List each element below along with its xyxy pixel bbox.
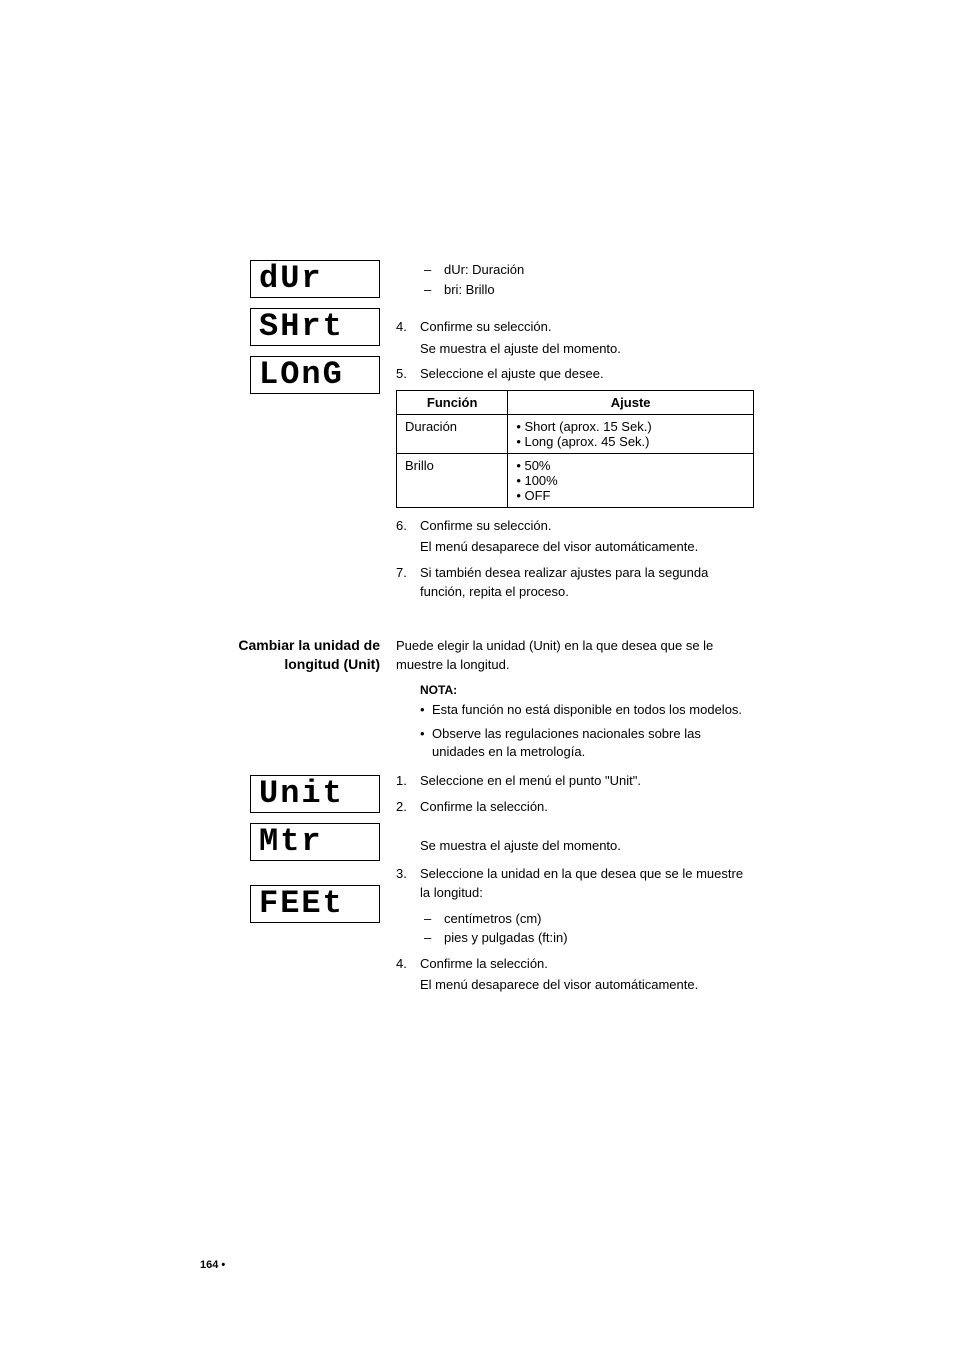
dash-list-units: centímetros (cm) pies y pulgadas (ft:in) [396,909,754,948]
step-4: 4. Confirme su selección. Se muestra el … [396,317,754,358]
display-box-dur: dUr [250,260,380,298]
th-ajuste: Ajuste [508,390,754,414]
function-table: Función Ajuste Duración • Short (aprox. … [396,390,754,508]
display-group-2: Unit Mtr FEEt [200,771,380,1001]
step-2: 2. Confirme la selección. [396,797,754,817]
td-ajuste: • Short (aprox. 15 Sek.) • Long (aprox. … [508,414,754,453]
nota-block: NOTA: Esta función no está disponible en… [396,683,754,762]
td-ajuste: • 50% • 100% • OFF [508,453,754,507]
steps-unit-2: 3. Seleccione la unidad en la que desea … [396,864,754,903]
step-5: 5. Seleccione el ajuste que desee. [396,364,754,384]
dash-item: centímetros (cm) [444,909,754,929]
steps-unit-3: 4. Confirme la selección. El menú desapa… [396,954,754,995]
section-heading-unit: Cambiar la unidad de longitud (Unit) [238,636,380,675]
steps-unit-1: 1. Seleccione en el menú el punto "Unit"… [396,771,754,816]
dash-item: pies y pulgadas (ft:in) [444,928,754,948]
step-1: 1. Seleccione en el menú el punto "Unit"… [396,771,754,791]
th-funcion: Función [397,390,508,414]
steps-top: 4. Confirme su selección. Se muestra el … [396,317,754,384]
display-group-1: dUr SHrt LOnG [200,260,380,608]
td-funcion: Duración [397,414,508,453]
step-7: 7. Si también desea realizar ajustes par… [396,563,754,602]
display-box-long: LOnG [250,356,380,394]
td-funcion: Brillo [397,453,508,507]
dash-item: bri: Brillo [444,280,754,300]
gap-text: Se muestra el ajuste del momento. [396,836,754,856]
page-number: 164 • [200,1259,225,1271]
steps-after-table: 6. Confirme su selección. El menú desapa… [396,516,754,602]
dash-list-1: dUr: Duración bri: Brillo [396,260,754,299]
nota-item: Observe las regulaciones nacionales sobr… [432,725,754,761]
display-box-mtr: Mtr [250,823,380,861]
step-3: 3. Seleccione la unidad en la que desea … [396,864,754,903]
table-row: Brillo • 50% • 100% • OFF [397,453,754,507]
step-4b: 4. Confirme la selección. El menú desapa… [396,954,754,995]
dash-item: dUr: Duración [444,260,754,280]
nota-item: Esta función no está disponible en todos… [432,701,754,719]
step-6: 6. Confirme su selección. El menú desapa… [396,516,754,557]
intro-para: Puede elegir la unidad (Unit) en la que … [396,636,754,675]
display-box-shrt: SHrt [250,308,380,346]
table-row: Duración • Short (aprox. 15 Sek.) • Long… [397,414,754,453]
display-box-unit: Unit [250,775,380,813]
nota-label: NOTA: [420,683,754,697]
display-box-feet: FEEt [250,885,380,923]
